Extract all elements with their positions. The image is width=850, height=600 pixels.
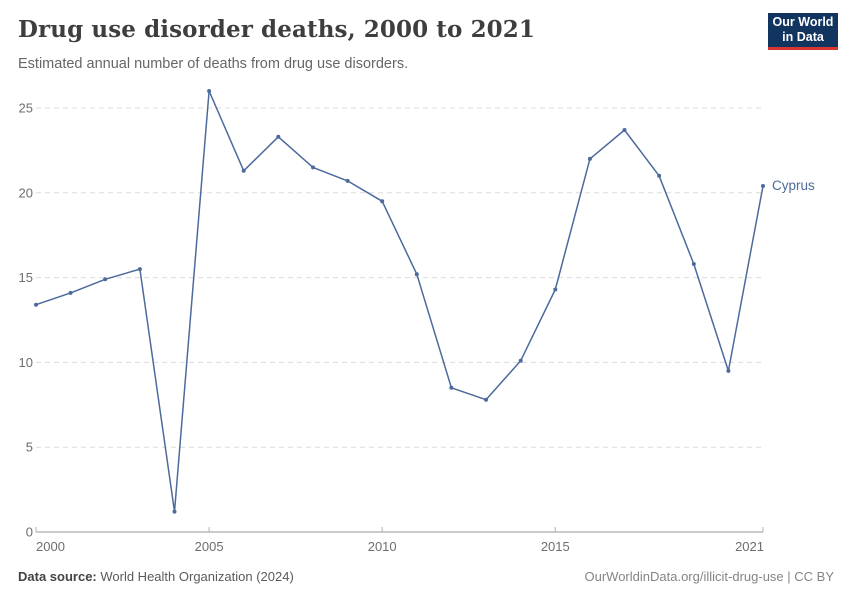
data-point[interactable] bbox=[553, 287, 558, 292]
data-source-value: World Health Organization (2024) bbox=[96, 569, 294, 584]
x-tick-label: 2015 bbox=[541, 539, 570, 554]
footer: Data source: World Health Organization (… bbox=[0, 569, 850, 584]
data-point[interactable] bbox=[414, 272, 419, 277]
y-tick-label: 10 bbox=[19, 355, 33, 370]
data-point[interactable] bbox=[449, 385, 454, 390]
page-subtitle: Estimated annual number of deaths from d… bbox=[18, 56, 409, 72]
data-point[interactable] bbox=[207, 89, 212, 93]
x-tick-label: 2021 bbox=[735, 539, 764, 554]
page-title: Drug use disorder deaths, 2000 to 2021 bbox=[18, 16, 535, 43]
y-tick-label: 0 bbox=[26, 525, 33, 540]
y-tick-label: 25 bbox=[19, 101, 33, 116]
y-tick-label: 5 bbox=[26, 440, 33, 455]
series-line-cyprus[interactable] bbox=[35, 90, 764, 513]
owid-logo-line2: in Data bbox=[782, 30, 824, 44]
y-tick-label: 20 bbox=[19, 185, 33, 200]
x-tick-label: 2010 bbox=[368, 539, 397, 554]
data-point[interactable] bbox=[345, 178, 350, 183]
entity-label[interactable]: Cyprus bbox=[772, 178, 815, 194]
data-point[interactable] bbox=[657, 173, 662, 178]
data-source-label: Data source: bbox=[18, 569, 97, 584]
data-point[interactable] bbox=[276, 134, 281, 139]
data-source-text: Data source: World Health Organization (… bbox=[18, 569, 294, 584]
data-point[interactable] bbox=[726, 368, 731, 373]
x-tick-label: 2000 bbox=[36, 539, 65, 554]
data-point[interactable] bbox=[761, 184, 765, 188]
x-tick-label: 2005 bbox=[195, 539, 224, 554]
data-point[interactable] bbox=[34, 302, 38, 307]
owid-logo[interactable]: Our World in Data bbox=[768, 13, 838, 50]
data-point[interactable] bbox=[241, 168, 246, 173]
data-point[interactable] bbox=[518, 358, 523, 363]
data-point[interactable] bbox=[311, 165, 315, 170]
data-point[interactable] bbox=[622, 128, 627, 132]
y-tick-label: 15 bbox=[19, 270, 33, 285]
data-point[interactable] bbox=[103, 277, 108, 282]
data-point[interactable] bbox=[484, 397, 488, 402]
credit-link[interactable]: OurWorldinData.org/illicit-drug-use | CC… bbox=[584, 569, 835, 584]
data-point[interactable] bbox=[172, 509, 177, 514]
data-point[interactable] bbox=[380, 199, 385, 204]
data-point[interactable] bbox=[68, 290, 73, 295]
data-point[interactable] bbox=[587, 156, 592, 161]
owid-logo-line1: Our World bbox=[772, 15, 834, 29]
data-point[interactable] bbox=[691, 262, 696, 266]
data-point[interactable] bbox=[137, 267, 142, 272]
